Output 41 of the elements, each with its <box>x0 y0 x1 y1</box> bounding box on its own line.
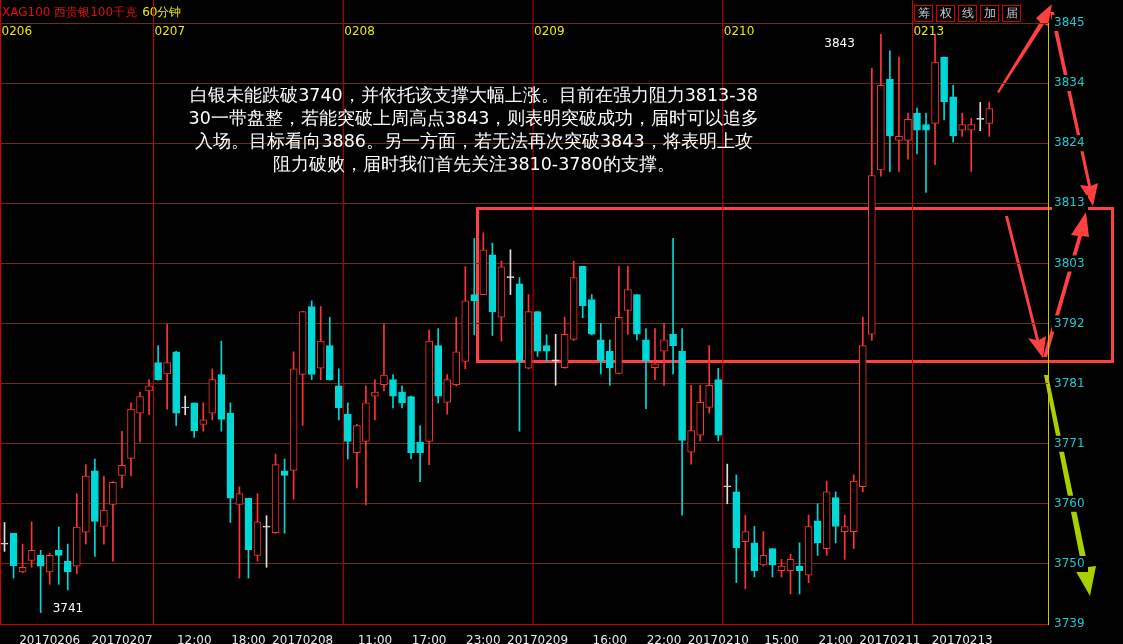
x-tick-label: 17:00 <box>411 633 447 644</box>
y-tick-label: 3845 <box>1054 15 1085 30</box>
x-tick-label: 20170209 <box>507 633 569 644</box>
x-tick-label: 23:00 <box>466 633 501 644</box>
x-tick-label: 20170208 <box>272 633 334 644</box>
y-tick-label: 3750 <box>1054 556 1085 571</box>
annotation: 3843 <box>824 36 855 51</box>
x-tick-label: 20170210 <box>687 633 749 644</box>
x-tick-label: 20170207 <box>91 633 153 644</box>
annotation: 0208 <box>344 24 375 39</box>
x-tick-label: 11:00 <box>357 633 393 644</box>
text: 权 <box>936 5 955 22</box>
y-tick-label: 3813 <box>1054 195 1085 210</box>
text: 线 <box>958 5 977 22</box>
x-tick-label: 20170206 <box>19 633 81 644</box>
x-tick-label: 21:00 <box>818 633 853 644</box>
y-tick-label: 3739 <box>1054 616 1085 631</box>
x-tick-label: 12:00 <box>176 633 212 644</box>
annotation: 0210 <box>723 24 755 39</box>
y-tick-label: 3781 <box>1054 375 1085 390</box>
y-tick-label: 3771 <box>1054 435 1085 450</box>
x-tick-label: 20170213 <box>931 633 993 644</box>
annotation: 3741 <box>52 600 84 615</box>
annotation: 0209 <box>534 24 565 39</box>
y-tick-label: 3792 <box>1054 315 1085 330</box>
y-tick-label: 3803 <box>1054 255 1085 270</box>
annotation: 0206 <box>1 24 33 39</box>
annotation: 0207 <box>154 24 186 39</box>
text: 届 <box>1002 5 1021 22</box>
y-tick-label: 3760 <box>1054 495 1085 510</box>
x-tick-label: 20170211 <box>859 633 921 644</box>
x-tick-label: 15:00 <box>764 633 799 644</box>
x-tick-label: 22:00 <box>646 633 682 644</box>
y-tick-label: 3834 <box>1054 75 1085 90</box>
annotation: 0213 <box>913 24 945 39</box>
y-tick-label: 3824 <box>1054 135 1085 150</box>
x-tick-label: 18:00 <box>231 633 266 644</box>
x-tick-label: 16:00 <box>592 633 628 644</box>
text: 加 <box>980 5 999 22</box>
chart-title: XAG100 西贵银100千克 <box>2 5 138 19</box>
text: 筹 <box>914 5 933 22</box>
